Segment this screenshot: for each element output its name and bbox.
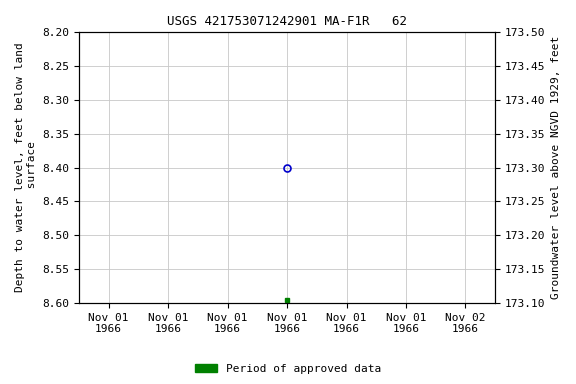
- Y-axis label: Depth to water level, feet below land
 surface: Depth to water level, feet below land su…: [15, 43, 37, 292]
- Title: USGS 421753071242901 MA-F1R   62: USGS 421753071242901 MA-F1R 62: [167, 15, 407, 28]
- Y-axis label: Groundwater level above NGVD 1929, feet: Groundwater level above NGVD 1929, feet: [551, 36, 561, 299]
- Legend: Period of approved data: Period of approved data: [191, 359, 385, 379]
